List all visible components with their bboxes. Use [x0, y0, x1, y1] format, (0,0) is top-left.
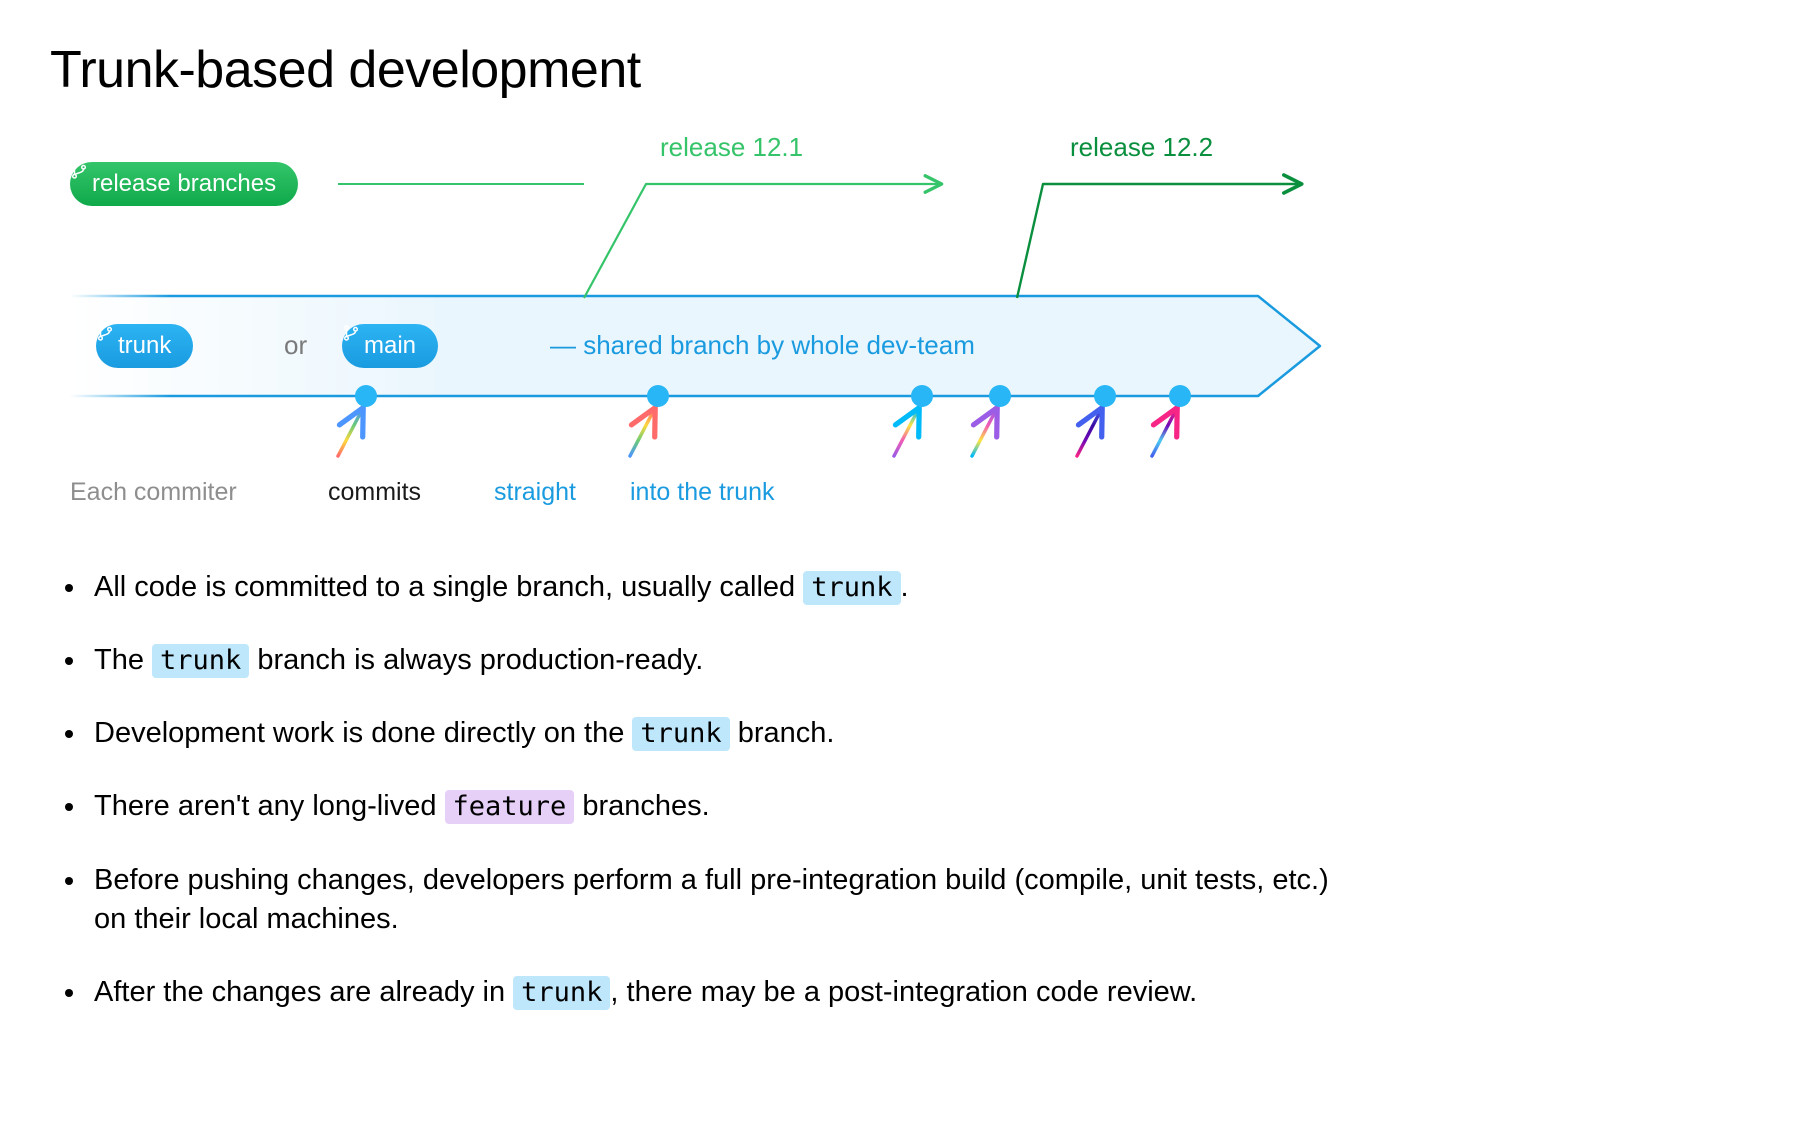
list-item: The trunk branch is always production-re… [88, 641, 1330, 680]
release-label-0: release 12.1 [660, 132, 803, 163]
caption-part-2: straight [494, 478, 576, 507]
list-item: There aren't any long-lived feature bran… [88, 787, 1330, 826]
release-label-1: release 12.2 [1070, 132, 1213, 163]
caption-part-3: into the trunk [630, 478, 775, 507]
caption-part-1: commits [328, 478, 421, 507]
main-pill: main [342, 324, 438, 368]
trunk-pill: trunk [96, 324, 193, 368]
shared-branch-label: — shared branch by whole dev-team [550, 330, 975, 361]
list-item: All code is committed to a single branch… [88, 568, 1330, 607]
main-pill-label: main [364, 332, 416, 360]
page-title: Trunk-based development [50, 40, 1750, 100]
trunk-diagram: release branches trunk main or — shared br… [50, 118, 1330, 518]
list-item: Development work is done directly on the… [88, 714, 1330, 753]
release-branches-pill-label: release branches [92, 170, 276, 198]
list-item: Before pushing changes, developers perfo… [88, 861, 1330, 939]
trunk-pill-label: trunk [118, 332, 171, 360]
code-tag: trunk [513, 976, 610, 1010]
bullet-list: All code is committed to a single branch… [50, 568, 1330, 1012]
code-tag: feature [445, 790, 575, 824]
code-tag: trunk [632, 717, 729, 751]
or-label: or [284, 330, 307, 361]
caption-part-0: Each commiter [70, 478, 237, 507]
list-item: After the changes are already in trunk, … [88, 973, 1330, 1012]
code-tag: trunk [803, 571, 900, 605]
code-tag: trunk [152, 644, 249, 678]
release-branches-pill: release branches [70, 162, 298, 206]
